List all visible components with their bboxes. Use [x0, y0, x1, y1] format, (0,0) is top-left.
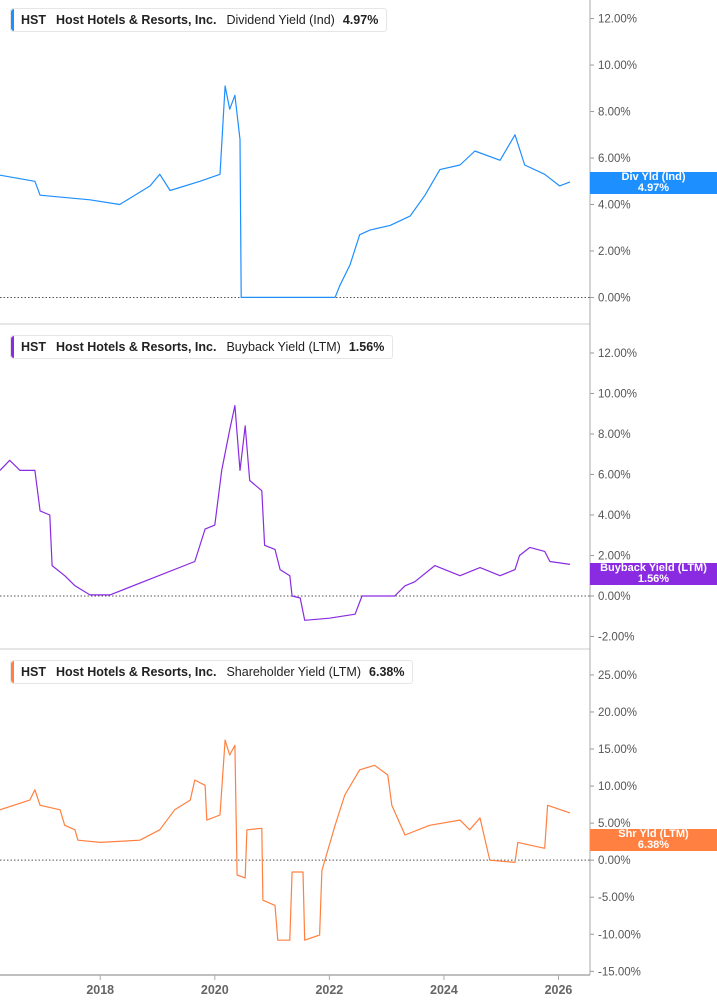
y-tick-label: 10.00%	[598, 388, 637, 400]
legend-shareholder: HST Host Hotels & Resorts, Inc. Sharehol…	[10, 660, 414, 684]
tag-label: Buyback Yield (LTM)	[600, 562, 707, 574]
last-value-tag-dividend: Div Yld (Ind) 4.97%	[590, 172, 717, 194]
y-tick-label: 12.00%	[598, 348, 637, 360]
y-tick-label: 20.00%	[598, 707, 637, 719]
tag-label: Div Yld (Ind)	[621, 171, 686, 183]
y-tick-label: 12.00%	[598, 14, 637, 26]
legend-ticker: HST	[21, 665, 46, 679]
y-tick-label: 2.00%	[598, 246, 631, 258]
tag-value: 6.38%	[637, 839, 670, 851]
series-line-buyback	[0, 405, 571, 621]
y-tick-label: 0.00%	[598, 292, 631, 304]
legend-company: Host Hotels & Resorts, Inc.	[56, 665, 217, 679]
legend-value: 6.38%	[369, 665, 405, 679]
x-tick-label: 2024	[430, 983, 458, 997]
legend-value: 4.97%	[342, 13, 379, 27]
y-tick-label: 6.00%	[598, 153, 631, 165]
last-value-tag-buyback: Buyback Yield (LTM) 1.56%	[590, 563, 717, 585]
tag-value: 1.56%	[637, 573, 670, 585]
legend-metric: Buyback Yield (LTM)	[226, 340, 341, 354]
series-line-dividend	[0, 85, 571, 298]
y-tick-label: 8.00%	[598, 429, 631, 441]
legend-value: 1.56%	[348, 340, 385, 354]
tag-label: Shr Yld (LTM)	[618, 828, 689, 840]
series-color-bar	[11, 336, 14, 358]
x-tick-label: 2026	[545, 983, 573, 997]
last-value-tag-shareholder: Shr Yld (LTM) 6.38%	[590, 829, 717, 851]
tag-value: 4.97%	[637, 182, 670, 194]
series-color-bar	[11, 9, 14, 31]
y-tick-label: 15.00%	[598, 744, 637, 756]
legend-company: Host Hotels & Resorts, Inc.	[56, 340, 217, 354]
y-tick-label: 25.00%	[598, 670, 637, 682]
y-tick-label: -10.00%	[598, 929, 641, 941]
y-tick-label: 4.00%	[598, 510, 631, 522]
y-tick-label: -5.00%	[598, 892, 634, 904]
x-tick-label: 2022	[315, 983, 343, 997]
y-tick-label: 10.00%	[598, 781, 637, 793]
y-tick-label: 0.00%	[598, 591, 631, 603]
legend-buyback: HST Host Hotels & Resorts, Inc. Buyback …	[10, 335, 394, 359]
y-tick-label: 8.00%	[598, 107, 631, 119]
y-tick-label: -15.00%	[598, 966, 641, 978]
y-tick-label: 5.00%	[598, 818, 631, 830]
y-tick-label: 4.00%	[598, 199, 631, 211]
series-line-shareholder	[0, 739, 571, 941]
y-tick-label: 6.00%	[598, 469, 631, 481]
y-tick-label: 10.00%	[598, 60, 637, 72]
x-tick-label: 2018	[86, 983, 114, 997]
y-tick-label: -2.00%	[598, 631, 634, 643]
legend-ticker: HST	[21, 13, 46, 27]
legend-metric: Dividend Yield (Ind)	[226, 13, 335, 27]
y-tick-label: 2.00%	[598, 550, 631, 562]
legend-ticker: HST	[21, 340, 46, 354]
legend-dividend: HST Host Hotels & Resorts, Inc. Dividend…	[10, 8, 388, 32]
series-color-bar	[11, 661, 14, 683]
legend-metric: Shareholder Yield (LTM)	[226, 665, 362, 679]
x-tick-label: 2020	[201, 983, 229, 997]
legend-company: Host Hotels & Resorts, Inc.	[56, 13, 217, 27]
y-tick-label: 0.00%	[598, 855, 631, 867]
